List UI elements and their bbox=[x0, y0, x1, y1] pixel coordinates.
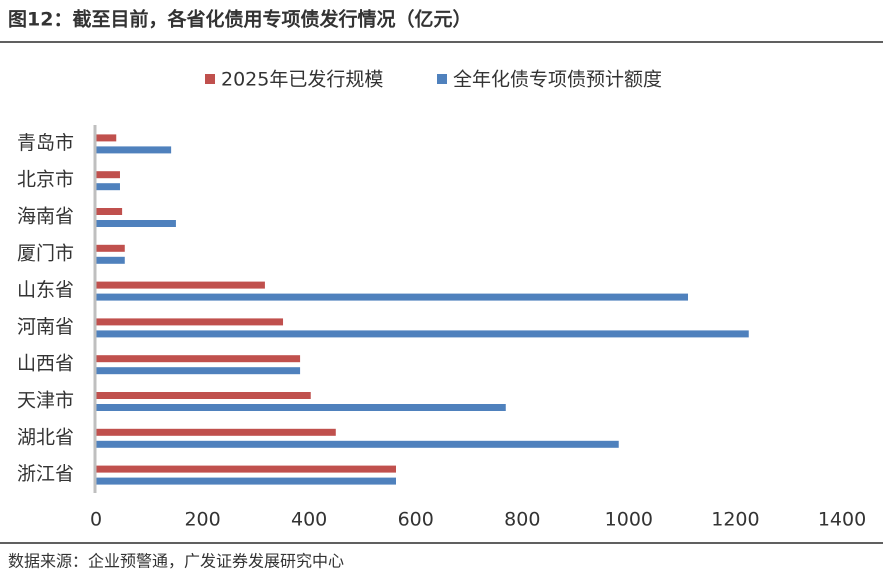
x-tick-label: 200 bbox=[184, 509, 220, 531]
y-tick-label: 北京市 bbox=[17, 169, 74, 191]
bar bbox=[96, 318, 284, 326]
bar bbox=[96, 404, 506, 411]
bar bbox=[96, 183, 120, 191]
bar bbox=[96, 208, 123, 215]
x-tick-label: 1200 bbox=[711, 509, 759, 531]
y-tick-label: 湖北省 bbox=[17, 426, 74, 448]
y-tick-label: 海南省 bbox=[17, 206, 74, 228]
bar bbox=[96, 465, 396, 473]
legend-label: 2025年已发行规模 bbox=[221, 69, 383, 91]
y-tick-label: 青岛市 bbox=[17, 132, 74, 154]
x-tick-label: 1400 bbox=[818, 509, 866, 531]
bar bbox=[96, 281, 265, 289]
bar bbox=[96, 134, 117, 142]
y-tick-label: 厦门市 bbox=[17, 242, 74, 264]
bar bbox=[96, 146, 172, 154]
y-tick-label: 河南省 bbox=[17, 316, 74, 338]
x-tick-label: 1000 bbox=[605, 509, 653, 531]
bar bbox=[96, 220, 176, 227]
bar bbox=[96, 293, 689, 301]
x-tick-label: 600 bbox=[398, 509, 434, 531]
chart-title: 图12：截至目前，各省化债用专项债发行情况（亿元） bbox=[8, 8, 471, 31]
bar bbox=[96, 428, 336, 436]
bar bbox=[96, 330, 749, 338]
bar bbox=[96, 244, 125, 252]
bar bbox=[96, 355, 301, 363]
y-tick-label: 山西省 bbox=[17, 353, 74, 375]
y-tick-label: 天津市 bbox=[17, 390, 74, 412]
x-tick-label: 0 bbox=[90, 509, 102, 531]
x-tick-label: 800 bbox=[504, 509, 540, 531]
legend-label: 全年化债专项债预计额度 bbox=[453, 69, 662, 91]
bar bbox=[96, 367, 301, 375]
source-note: 数据来源：企业预警通，广发证券发展研究中心 bbox=[8, 552, 344, 571]
legend-swatch bbox=[437, 74, 447, 84]
bar bbox=[96, 477, 396, 485]
x-tick-label: 400 bbox=[291, 509, 327, 531]
bar bbox=[96, 392, 311, 399]
y-tick-label: 山东省 bbox=[17, 279, 74, 301]
bar bbox=[96, 440, 619, 448]
bar bbox=[96, 171, 120, 179]
bar bbox=[96, 256, 125, 264]
legend-swatch bbox=[205, 74, 215, 84]
y-tick-label: 浙江省 bbox=[17, 463, 74, 485]
